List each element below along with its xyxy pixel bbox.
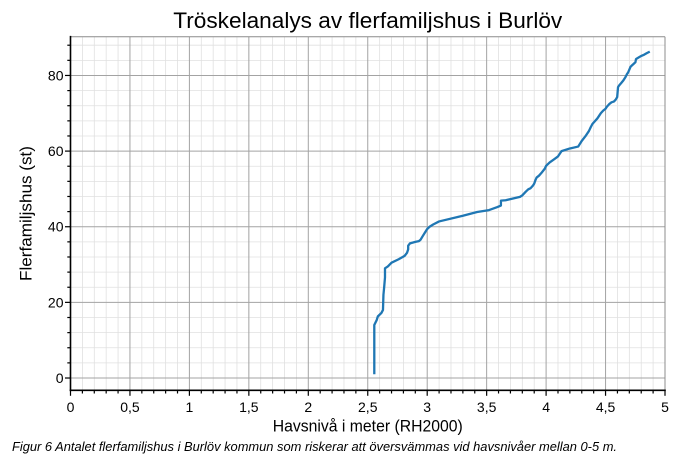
svg-text:Tröskelanalys av flerfamiljshu: Tröskelanalys av flerfamiljshus i Burlöv <box>173 8 562 33</box>
svg-text:20: 20 <box>48 294 64 310</box>
svg-text:3,5: 3,5 <box>477 399 497 415</box>
svg-text:80: 80 <box>48 67 64 83</box>
svg-text:0: 0 <box>56 370 64 386</box>
svg-text:4: 4 <box>542 399 550 415</box>
svg-text:Figur 6 Antalet flerfamiljshus: Figur 6 Antalet flerfamiljshus i Burlöv … <box>12 440 617 454</box>
svg-text:2,5: 2,5 <box>358 399 378 415</box>
svg-text:Flerfamiljshus (st): Flerfamiljshus (st) <box>17 146 36 281</box>
svg-text:60: 60 <box>48 143 64 159</box>
svg-text:4,5: 4,5 <box>596 399 616 415</box>
svg-text:3: 3 <box>423 399 431 415</box>
svg-text:Havsnivå i meter (RH2000): Havsnivå i meter (RH2000) <box>273 416 463 435</box>
svg-text:1,5: 1,5 <box>239 399 259 415</box>
svg-text:2: 2 <box>304 399 312 415</box>
svg-text:1: 1 <box>186 399 194 415</box>
svg-text:0: 0 <box>67 399 75 415</box>
svg-text:0,5: 0,5 <box>120 399 140 415</box>
svg-text:5: 5 <box>661 399 669 415</box>
svg-text:40: 40 <box>48 219 64 235</box>
